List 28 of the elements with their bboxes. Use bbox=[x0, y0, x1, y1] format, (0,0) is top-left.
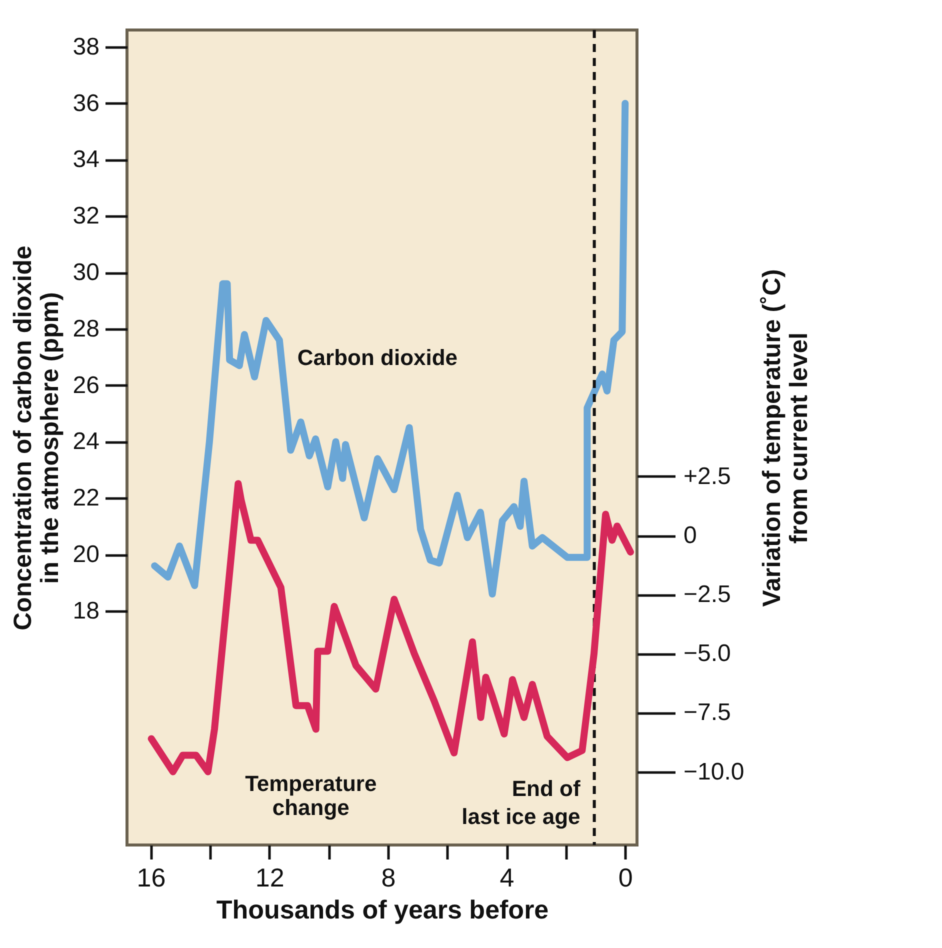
x-axis-title: Thousands of years before bbox=[216, 894, 549, 924]
y-tick-label: 28 bbox=[72, 315, 100, 342]
y-tick-label: 36 bbox=[72, 90, 100, 117]
ref-line-label: End of last ice age bbox=[462, 776, 581, 829]
x-tick-label: 0 bbox=[618, 862, 633, 892]
y2-tick-label: −10.0 bbox=[684, 758, 744, 786]
x-tick-label: 16 bbox=[136, 862, 166, 892]
y2-tick-label: 0 bbox=[684, 522, 697, 550]
y-tick-label: 26 bbox=[72, 372, 100, 399]
x-tick-label: 8 bbox=[381, 862, 396, 892]
y2-axis-title: Variation of temperature (˚C) from current level bbox=[758, 269, 814, 607]
series-label: Temperature change bbox=[245, 771, 377, 820]
y-tick-label: 22 bbox=[72, 484, 100, 512]
y2-tick-label: −7.5 bbox=[684, 699, 731, 726]
y2-tick-label: −2.5 bbox=[684, 581, 731, 608]
series-label: Carbon dioxide bbox=[297, 345, 458, 370]
y-tick-label: 18 bbox=[72, 597, 100, 624]
y-tick-label: 32 bbox=[72, 202, 100, 230]
y-tick-label: 38 bbox=[72, 33, 100, 60]
x-tick-label: 12 bbox=[255, 862, 284, 892]
y-tick-label: 20 bbox=[72, 541, 100, 568]
y-tick-label: 24 bbox=[72, 428, 100, 456]
y2-tick-label: +2.5 bbox=[684, 462, 731, 490]
y-tick-label: 30 bbox=[72, 259, 100, 286]
y2-tick-label: −5.0 bbox=[684, 640, 731, 668]
x-tick-label: 4 bbox=[500, 862, 514, 892]
y-axis-title: Concentration of carbon dioxide in the atmosphere (ppm) bbox=[8, 246, 64, 630]
y-tick-label: 34 bbox=[72, 146, 100, 174]
